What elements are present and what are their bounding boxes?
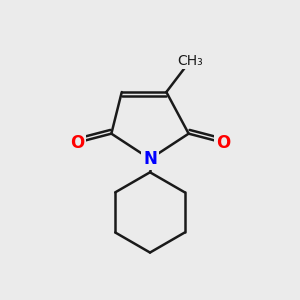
Text: CH₃: CH₃ xyxy=(177,54,203,68)
Text: O: O xyxy=(216,134,230,152)
Text: N: N xyxy=(143,150,157,168)
Text: O: O xyxy=(70,134,84,152)
